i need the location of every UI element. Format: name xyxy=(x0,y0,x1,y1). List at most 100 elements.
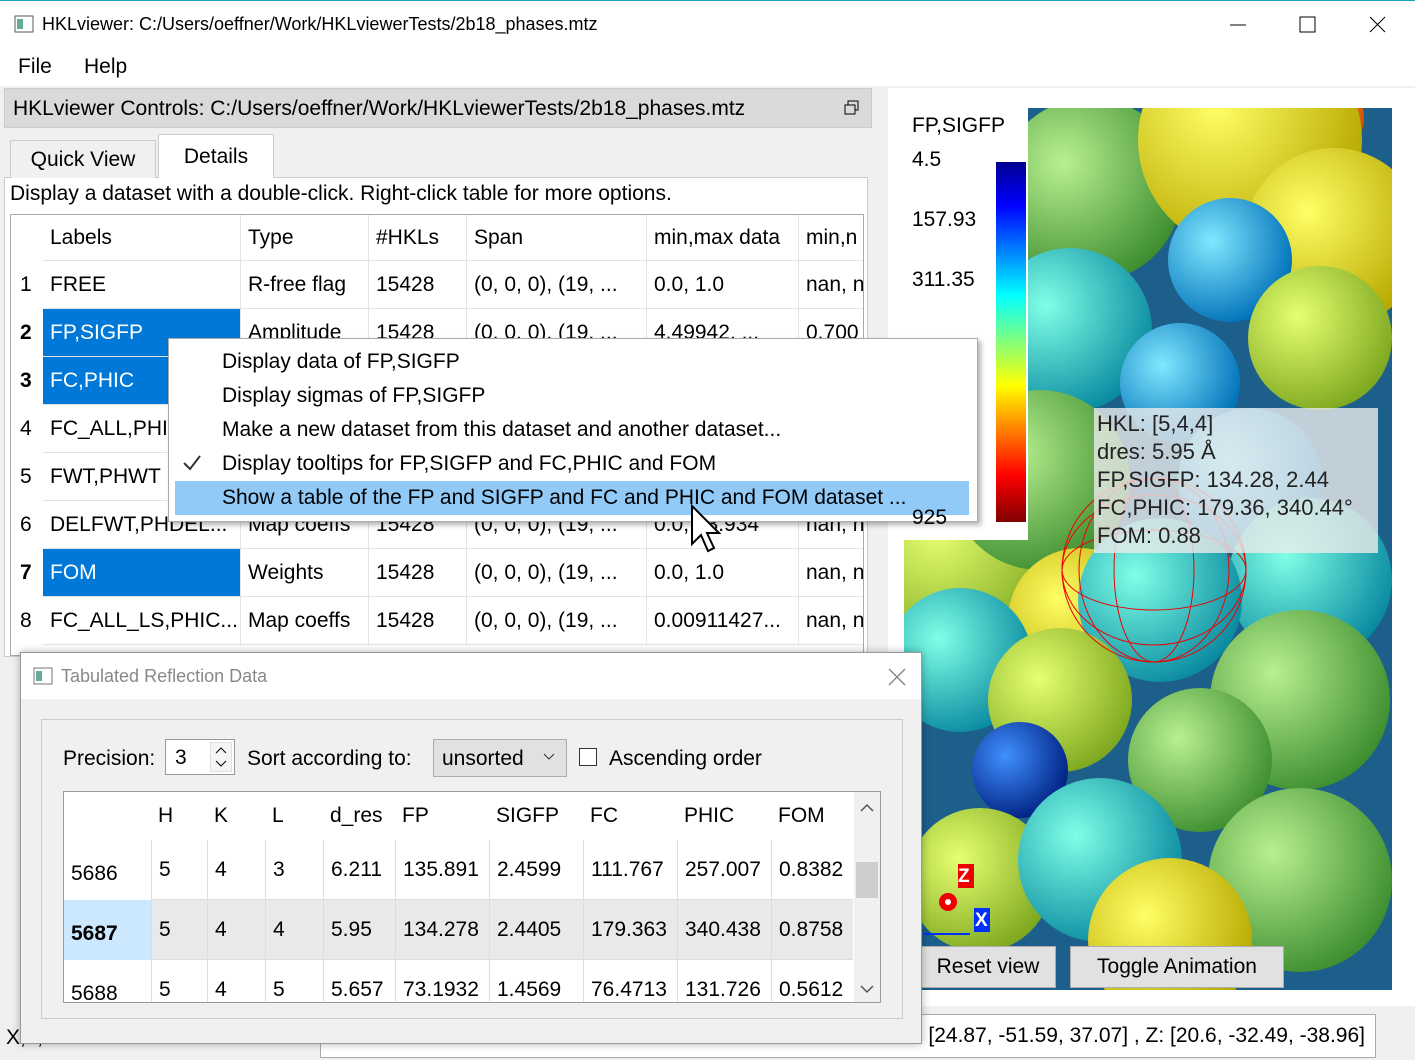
table-cell[interactable]: (0, 0, 0), (19, ... xyxy=(467,597,647,645)
axis-label: X xyxy=(975,910,988,931)
tooltip-line: dres: 5.95 Å xyxy=(1097,439,1216,464)
column-header: PHIC xyxy=(684,804,735,827)
table-cell[interactable]: 5 xyxy=(265,960,323,1002)
tooltip-line: FOM: 0.88 xyxy=(1097,523,1201,548)
table-cell[interactable]: 0.5612 xyxy=(771,960,853,1002)
table-cell[interactable]: Map coeffs xyxy=(241,597,369,645)
row-number: 8 xyxy=(20,609,32,632)
table-cell[interactable]: 76.4713 xyxy=(583,960,677,1002)
context-menu: Display data of FP,SIGFP Display sigmas o… xyxy=(168,338,978,522)
menu-item[interactable]: Display sigmas of FP,SIGFP xyxy=(222,384,486,407)
menu-item[interactable]: Display tooltips for FP,SIGFP and FC,PHI… xyxy=(222,452,717,475)
tooltip: HKL: [5,4,4] dres: 5.95 Å FP,SIGFP: 134.28… xyxy=(1094,408,1378,553)
table-cell[interactable]: 0.0, 1.0 xyxy=(647,261,799,309)
table-cell[interactable]: 2.4599 xyxy=(489,840,583,900)
table-cell[interactable]: FREE xyxy=(43,261,241,309)
table-cell[interactable]: 15428 xyxy=(369,549,467,597)
title-bar: HKLviewer: C:/Users/oeffner/Work/HKLview… xyxy=(0,0,1415,48)
precision-label: Precision: xyxy=(63,747,156,770)
scrollbar[interactable] xyxy=(854,792,880,1002)
table-cell[interactable]: 4 xyxy=(265,900,323,960)
table-cell[interactable]: 5 xyxy=(151,900,207,960)
sort-value: unsorted xyxy=(442,747,524,770)
column-header: Span xyxy=(467,215,647,261)
column-header: K xyxy=(214,804,229,827)
sort-combo[interactable]: unsorted xyxy=(433,739,567,777)
row-number: 1 xyxy=(20,273,32,296)
table-cell[interactable]: 135.891 xyxy=(395,840,489,900)
hint: Display a dataset with a double-click. R… xyxy=(10,182,672,205)
checkbox[interactable] xyxy=(579,748,597,766)
table-cell[interactable]: 6.211 xyxy=(323,840,395,900)
tooltip-line: FP,SIGFP: 134.28, 2.44 xyxy=(1097,467,1329,492)
table-cell[interactable]: 179.363 xyxy=(583,900,677,960)
spinbox[interactable]: 3 xyxy=(165,739,235,775)
table-cell[interactable]: 0.8758 xyxy=(771,900,853,960)
table-cell[interactable]: 0.00911427... xyxy=(647,597,799,645)
column-header: SIGFP xyxy=(496,804,560,827)
table-cell[interactable]: 5 xyxy=(151,840,207,900)
dialog-title: Tabulated Reflection Data xyxy=(61,666,268,686)
dialog-title-bar: Tabulated Reflection Data xyxy=(21,653,921,699)
spin-arrows[interactable] xyxy=(210,742,232,772)
menu-item[interactable]: Make a new dataset from this dataset and… xyxy=(222,418,782,441)
table-cell[interactable]: 0.8382 xyxy=(771,840,853,900)
group-box xyxy=(41,719,903,1019)
table-cell[interactable]: 1.4569 xyxy=(489,960,583,1002)
column-header: FC xyxy=(590,804,618,827)
close-button[interactable] xyxy=(887,667,907,687)
menu-item[interactable]: Show a table of the FP and SIGFP and FC … xyxy=(222,486,907,509)
table-cell[interactable]: 5.657 xyxy=(323,960,395,1002)
table-cell[interactable]: R-free flag xyxy=(241,261,369,309)
table-cell[interactable]: nan, n xyxy=(799,597,863,645)
axis-label: Z xyxy=(958,866,970,887)
table-cell[interactable]: 340.438 xyxy=(677,900,771,960)
button[interactable]: Toggle Animation xyxy=(1070,946,1284,988)
column-header: Type xyxy=(241,215,369,261)
axis-origin xyxy=(945,899,951,905)
table-cell[interactable]: 15428 xyxy=(369,597,467,645)
table-cell[interactable]: 134.278 xyxy=(395,900,489,960)
row-number: 7 xyxy=(20,561,32,584)
row-number: 5 xyxy=(20,465,32,488)
table-cell[interactable]: Weights xyxy=(241,549,369,597)
table-cell[interactable]: 2.4405 xyxy=(489,900,583,960)
menu-item[interactable]: Display data of FP,SIGFP xyxy=(222,350,460,373)
tab[interactable]: Details xyxy=(158,134,274,178)
table-cell[interactable]: 5 xyxy=(151,960,207,1002)
table-cell[interactable]: FC_ALL_LS,PHIC... xyxy=(43,597,241,645)
row-header: 5686 xyxy=(71,862,118,885)
table-cell[interactable]: 4 xyxy=(207,960,265,1002)
sort-label: Sort according to: xyxy=(247,747,412,770)
tab[interactable]: Quick View xyxy=(10,140,156,178)
column-header: H xyxy=(158,804,174,827)
table-cell[interactable]: (0, 0, 0), (19, ... xyxy=(467,549,647,597)
table-cell[interactable]: 73.1932 xyxy=(395,960,489,1002)
table-cell[interactable]: 4 xyxy=(207,840,265,900)
table-cell[interactable]: (0, 0, 0), (19, ... xyxy=(467,261,647,309)
menu-item[interactable]: Help xyxy=(84,55,128,78)
menu-item[interactable]: File xyxy=(18,55,52,78)
table-cell[interactable]: 131.726 xyxy=(677,960,771,1002)
table-cell[interactable]: 5.95 xyxy=(323,900,395,960)
window-title: HKLviewer: C:/Users/oeffner/Work/HKLview… xyxy=(42,14,598,34)
button[interactable]: Reset view xyxy=(920,946,1056,988)
table-cell[interactable]: 15428 xyxy=(369,261,467,309)
dialog: Tabulated Reflection Data Precision: 3 S… xyxy=(20,652,922,1044)
undock-button[interactable] xyxy=(843,99,861,117)
table-cell[interactable]: nan, n xyxy=(799,261,863,309)
table-cell[interactable]: 257.007 xyxy=(677,840,771,900)
column-header: FP xyxy=(402,804,429,827)
table-cell[interactable]: FOM xyxy=(43,549,241,597)
legend-tick-label: 4.5 xyxy=(912,148,942,171)
table-cell[interactable]: 4 xyxy=(207,900,265,960)
column-header: min,n xyxy=(799,215,863,261)
table-cell[interactable]: 3 xyxy=(265,840,323,900)
column-header: FOM xyxy=(778,804,825,827)
dialog-icon xyxy=(33,667,53,685)
table-cell[interactable]: 0.0, 1.0 xyxy=(647,549,799,597)
table-cell[interactable]: 111.767 xyxy=(583,840,677,900)
window-buttons[interactable] xyxy=(1220,11,1400,41)
table-cell[interactable]: nan, n xyxy=(799,549,863,597)
